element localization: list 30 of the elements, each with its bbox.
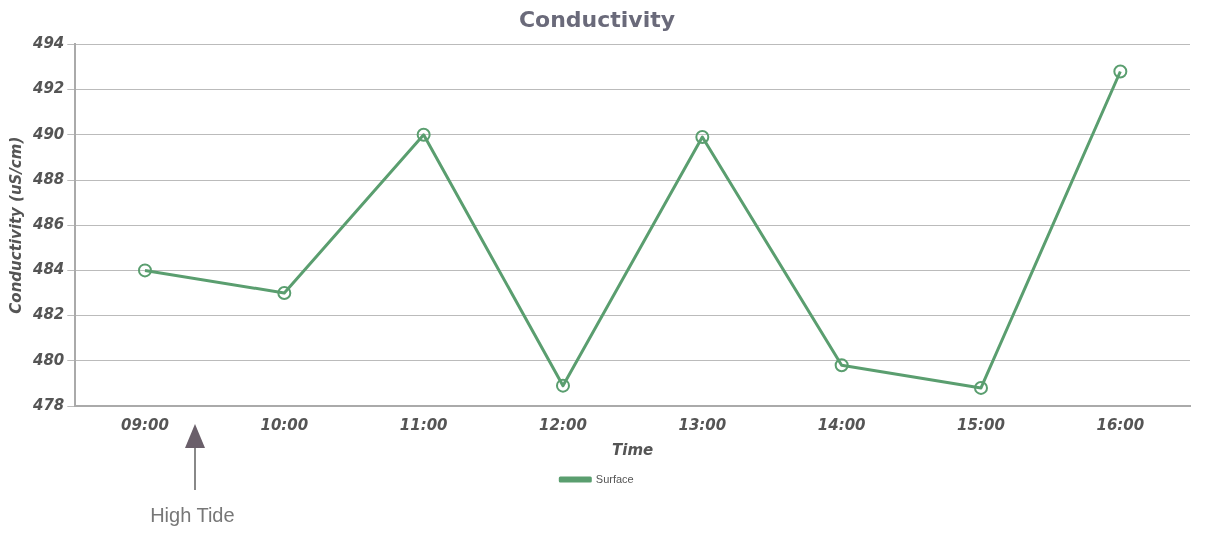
y-tick-label: 488	[32, 169, 65, 188]
y-tick-label: 478	[32, 395, 65, 414]
x-tick-label: 10:00	[260, 415, 309, 434]
text: High Tide	[150, 504, 235, 527]
y-tick-label: 480	[32, 350, 65, 369]
x-tick-label: 16:00	[1096, 415, 1145, 434]
x-tick-label: 14:00	[817, 415, 866, 434]
y-axis-title: Conductivity (uS/cm)	[6, 136, 25, 314]
x-tick-label: 15:00	[957, 415, 1005, 434]
y-tick-label: 486	[32, 215, 65, 234]
point	[834, 358, 849, 373]
x-tick-label: 09:00	[121, 415, 169, 434]
y-tick-label: 484	[32, 260, 65, 279]
x-tick-label: 13:00	[678, 415, 727, 434]
point	[1113, 64, 1128, 79]
point	[695, 130, 710, 145]
point	[277, 286, 292, 300]
y-tick-label: 482	[32, 305, 65, 324]
point	[416, 127, 431, 142]
point	[137, 263, 152, 278]
chart-title: Conductivity	[518, 6, 676, 32]
x-axis-title: Time	[612, 440, 654, 459]
x-tick-label: 11:00	[399, 415, 448, 434]
y-tick-label: 494	[32, 34, 65, 53]
y-tick-label: 492	[32, 79, 65, 98]
point	[974, 380, 988, 395]
point	[555, 378, 570, 393]
y-tick-label: 490	[32, 124, 65, 143]
legend-label: Surface	[595, 472, 634, 485]
x-tick-label: 12:00	[539, 415, 587, 434]
